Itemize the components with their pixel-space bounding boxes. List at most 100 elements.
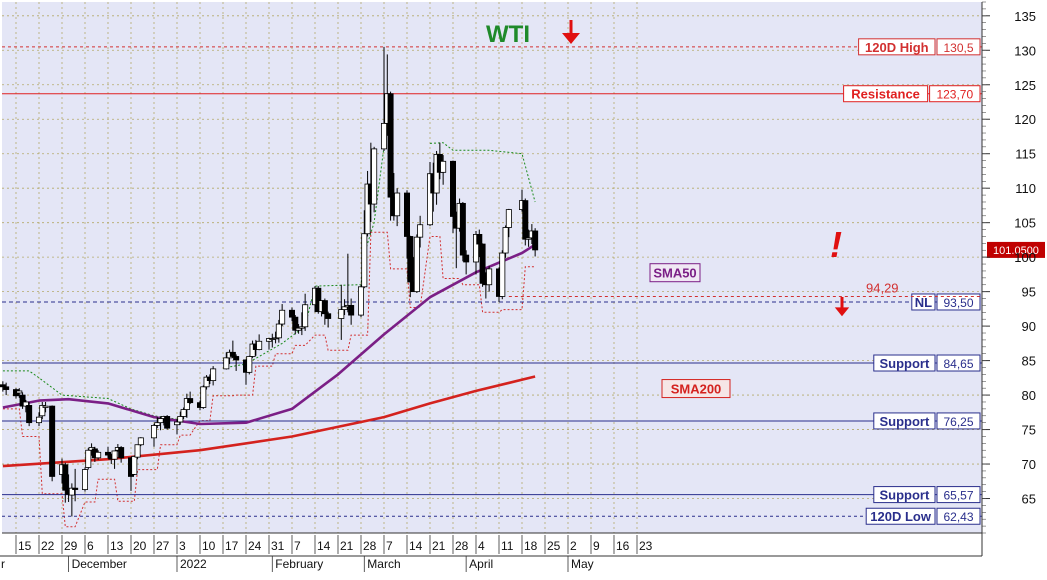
candle xyxy=(137,437,144,447)
candle-body xyxy=(19,394,26,407)
trailing-stop-upper-line xyxy=(2,370,178,420)
candle xyxy=(295,324,302,334)
candle xyxy=(403,190,410,259)
level-label: NL xyxy=(915,295,932,310)
y-tick-label: 65 xyxy=(1022,492,1036,507)
candle-body xyxy=(522,200,529,240)
candle-body xyxy=(505,209,512,228)
candle-body xyxy=(315,287,322,313)
y-tick-label: 80 xyxy=(1022,388,1036,403)
level-value: 76,25 xyxy=(943,415,973,429)
y-tick-label: 105 xyxy=(1014,216,1036,231)
candle-body xyxy=(502,227,509,254)
level-value-box xyxy=(936,293,981,311)
candle xyxy=(82,467,89,492)
candle xyxy=(72,468,79,502)
x-tick-label: 20 xyxy=(133,539,147,553)
level-value: 62,43 xyxy=(943,510,973,524)
candle xyxy=(223,352,230,370)
candle-body xyxy=(62,464,69,491)
level-label-box xyxy=(843,85,929,103)
candle-body xyxy=(407,236,414,283)
level-value-box xyxy=(929,85,981,103)
x-tick-label: 14 xyxy=(317,539,331,553)
annotations: SMA50 SMA200 101.0500 xyxy=(562,20,1045,399)
y-tick-label: 70 xyxy=(1022,457,1036,472)
candle-body xyxy=(150,425,157,439)
candle-body xyxy=(476,233,483,245)
candle xyxy=(26,401,33,427)
x-tick-label: 17 xyxy=(225,539,239,553)
y-tick-label: 135 xyxy=(1014,9,1036,24)
red-stop-line xyxy=(2,231,536,528)
candle xyxy=(522,198,529,246)
candle-body xyxy=(479,243,486,284)
candle-body xyxy=(249,343,256,357)
x-tick-label: 7 xyxy=(386,539,393,553)
level-value-box xyxy=(936,412,981,430)
candle-body xyxy=(131,456,138,475)
candle-body xyxy=(499,252,506,297)
candle xyxy=(407,235,414,298)
candle xyxy=(150,424,157,447)
candle xyxy=(361,210,368,289)
candle-body xyxy=(279,309,286,325)
x-tick-label: 29 xyxy=(64,539,78,553)
candle-body xyxy=(200,386,207,408)
candle xyxy=(246,355,253,375)
candle xyxy=(111,450,118,469)
candle xyxy=(249,340,256,358)
candle xyxy=(338,284,345,340)
level-label: 120D Low xyxy=(870,509,932,524)
level-label: 120D High xyxy=(865,40,929,55)
candle xyxy=(157,416,164,431)
candle xyxy=(62,462,69,503)
candle xyxy=(449,160,456,234)
candle-body xyxy=(394,192,401,217)
candle-body xyxy=(292,316,299,331)
candle-body xyxy=(463,254,470,263)
y-tick-label: 95 xyxy=(1022,285,1036,300)
candle xyxy=(380,46,387,151)
candle xyxy=(256,334,263,351)
candle-body xyxy=(275,323,282,339)
candle xyxy=(433,150,440,205)
level-94-label: 94,29 xyxy=(866,281,899,296)
candle xyxy=(39,401,46,420)
candle xyxy=(164,415,171,430)
candle-body xyxy=(417,224,424,238)
candle-body xyxy=(341,306,348,310)
sma200-label: SMA200 xyxy=(661,379,731,399)
x-tick-label: 2 xyxy=(570,539,577,553)
candle xyxy=(499,250,506,300)
candle-body xyxy=(111,450,118,460)
month-label: December xyxy=(72,557,127,571)
level-value: 130,5 xyxy=(943,41,973,55)
month-label: March xyxy=(367,557,400,571)
x-tick-label: 31 xyxy=(271,539,285,553)
candle xyxy=(394,188,401,227)
candle xyxy=(413,234,420,294)
x-tick-label: 15 xyxy=(18,539,32,553)
x-tick-label: 7 xyxy=(294,539,301,553)
horizontal-levels: 120D High 130,5 Resistance 123,70 NL 93,50 Sup… xyxy=(2,38,982,525)
candle xyxy=(3,382,10,396)
candle-body xyxy=(233,356,240,361)
candle-body xyxy=(298,326,305,329)
exclamation-mark: ! xyxy=(830,224,842,265)
level-label: Support xyxy=(879,488,929,503)
candle-body xyxy=(39,405,46,417)
candle-body xyxy=(486,268,493,286)
top-down-arrow-icon xyxy=(562,20,580,44)
candle-body xyxy=(426,173,433,226)
candle-body xyxy=(36,416,43,424)
candle-body xyxy=(357,286,364,316)
level-value: 84,65 xyxy=(943,357,973,371)
candle xyxy=(502,225,509,258)
y-tick-label: 130 xyxy=(1014,43,1036,58)
candle xyxy=(210,366,217,386)
arrow-head xyxy=(562,33,580,44)
candle xyxy=(472,230,479,275)
month-label: April xyxy=(469,557,493,571)
